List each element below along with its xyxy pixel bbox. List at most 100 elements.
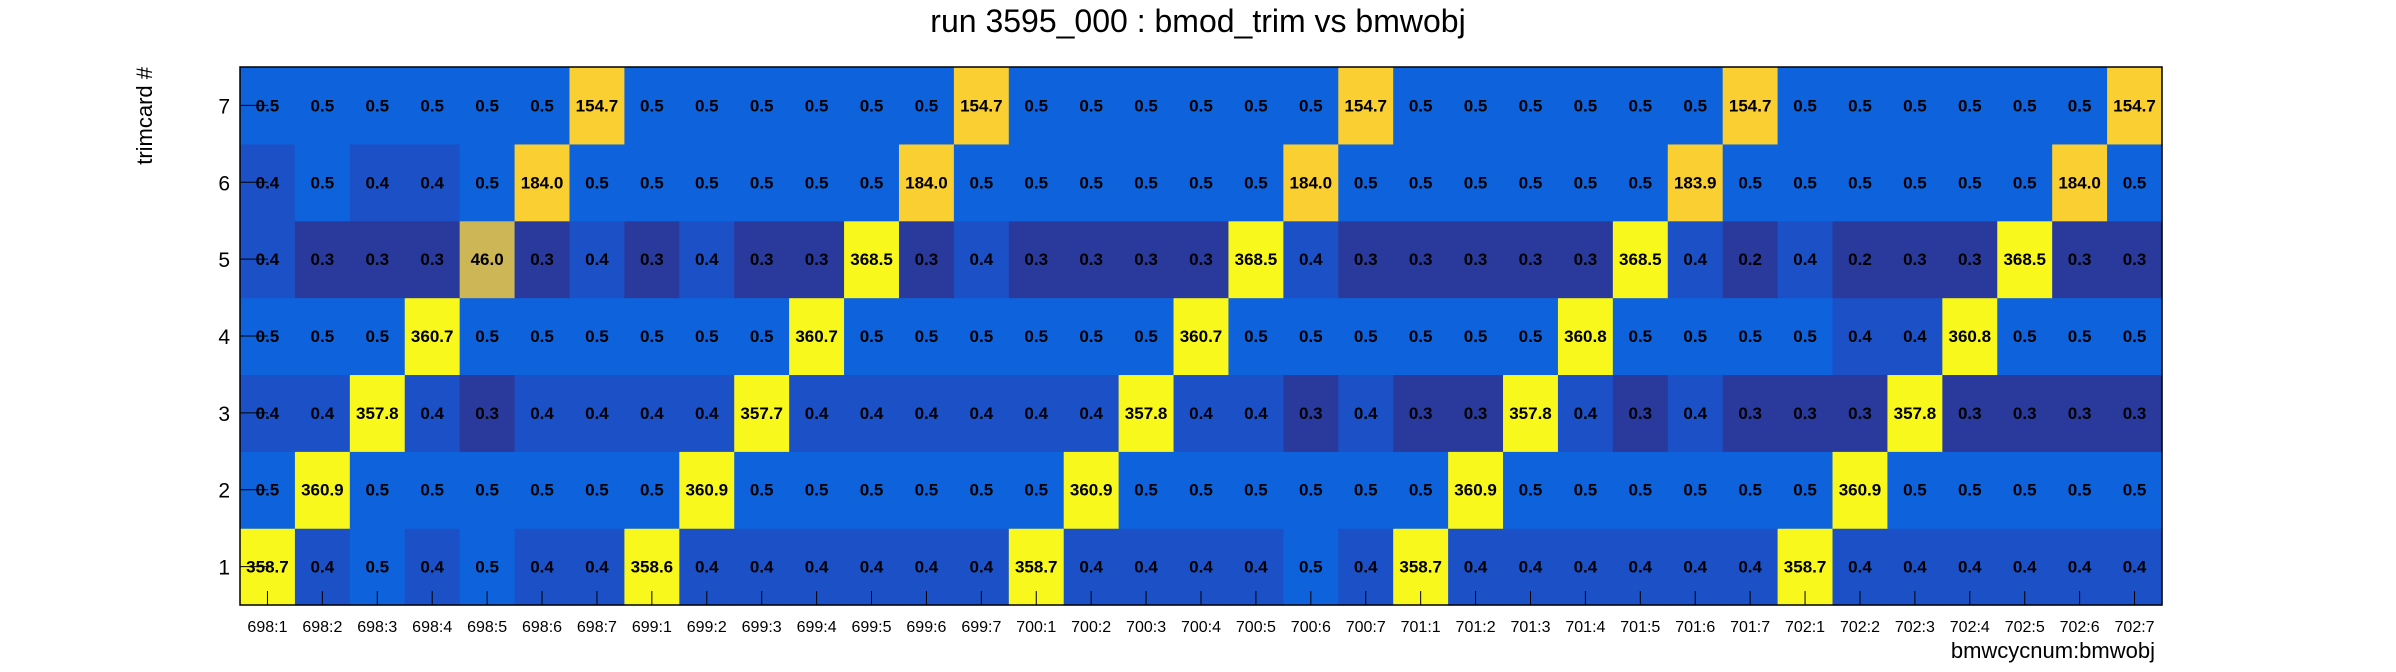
cell-value-label: 0.5 xyxy=(1903,481,1927,500)
cell-value-label: 0.3 xyxy=(475,404,499,423)
cell-value-label: 0.5 xyxy=(1628,96,1652,115)
cell-value-label: 0.5 xyxy=(970,173,994,192)
x-tick-label: 698:1 xyxy=(247,619,287,636)
heatmap-cell xyxy=(624,220,680,299)
x-tick-label: 699:4 xyxy=(797,619,837,636)
cell-value-label: 0.5 xyxy=(1738,481,1762,500)
x-tick-label: 702:3 xyxy=(1895,619,1935,636)
cell-value-label: 0.5 xyxy=(695,96,719,115)
heatmap-cell xyxy=(2052,374,2108,452)
heatmap-cell xyxy=(1118,67,1175,145)
cell-value-label: 0.5 xyxy=(1519,481,1543,500)
heatmap-cell xyxy=(1997,451,2053,529)
cell-value-label: 0.5 xyxy=(640,327,664,346)
cell-value-label: 360.9 xyxy=(1454,481,1497,500)
heatmap-cell xyxy=(1777,451,1834,529)
heatmap-cell xyxy=(1503,297,1559,376)
heatmap-cell xyxy=(1887,451,1943,529)
cell-value-label: 360.9 xyxy=(1839,481,1882,500)
heatmap-cell xyxy=(294,297,351,376)
heatmap-cell xyxy=(1942,220,1998,299)
heatmap-cell xyxy=(1448,297,1504,376)
cell-value-label: 0.3 xyxy=(2123,250,2147,269)
heatmap-cell xyxy=(1887,220,1943,299)
y-axis-ticks: 1 2 3 4 5 6 7 xyxy=(218,95,268,580)
heatmap-cell xyxy=(459,374,516,452)
x-tick-label: 702:5 xyxy=(2005,619,2045,636)
cell-value-label: 0.4 xyxy=(1903,327,1927,346)
cell-value-label: 360.8 xyxy=(1564,327,1607,346)
heatmap-cell xyxy=(844,143,900,222)
cell-value-label: 0.5 xyxy=(530,96,554,115)
heatmap-cell xyxy=(1173,297,1230,376)
cell-value-label: 0.3 xyxy=(1134,250,1158,269)
cell-value-label: 0.5 xyxy=(1189,173,1213,192)
cell-value-label: 154.7 xyxy=(1729,96,1772,115)
heatmap-cell xyxy=(734,374,790,452)
cell-value-label: 0.4 xyxy=(1519,558,1543,577)
heatmap-cell xyxy=(1722,451,1779,529)
heatmap-cell xyxy=(734,297,790,376)
cell-value-label: 0.4 xyxy=(915,404,939,423)
heatmap-cell xyxy=(953,67,1010,145)
heatmap-cell xyxy=(1228,67,1284,145)
cell-value-label: 368.5 xyxy=(1235,250,1278,269)
cell-value-label: 0.5 xyxy=(311,96,335,115)
cell-value-label: 0.5 xyxy=(420,96,444,115)
cell-value-label: 0.5 xyxy=(1079,96,1103,115)
heatmap-cell xyxy=(294,220,351,299)
cell-value-label: 0.5 xyxy=(1848,173,1872,192)
heatmap-cell xyxy=(1228,451,1284,529)
y-tick-label: 5 xyxy=(218,249,230,272)
heatmap-cell xyxy=(404,220,461,299)
cell-value-label: 0.5 xyxy=(750,96,774,115)
heatmap-cell xyxy=(404,67,461,145)
cell-value-label: 0.5 xyxy=(2013,96,2037,115)
cell-value-label: 0.5 xyxy=(695,173,719,192)
heatmap-cell xyxy=(1557,67,1614,145)
cell-value-label: 0.5 xyxy=(860,481,884,500)
heatmap-cell xyxy=(569,67,625,145)
cell-value-label: 0.5 xyxy=(1024,327,1048,346)
cell-value-label: 0.4 xyxy=(860,404,884,423)
heatmap-cell xyxy=(1063,451,1120,529)
x-tick-label: 700:7 xyxy=(1346,619,1386,636)
cell-value-label: 0.5 xyxy=(1464,96,1488,115)
heatmap-cell xyxy=(349,297,406,376)
cell-value-label: 0.5 xyxy=(1848,96,1872,115)
cell-value-label: 0.4 xyxy=(1244,404,1268,423)
heatmap-cell xyxy=(1063,143,1120,222)
x-tick-label: 699:7 xyxy=(961,619,1001,636)
cell-value-label: 0.5 xyxy=(1244,173,1268,192)
heatmap-cell xyxy=(679,451,735,529)
cell-value-label: 0.3 xyxy=(1848,404,1872,423)
heatmap-cell xyxy=(1393,451,1449,529)
heatmap-cell xyxy=(2107,67,2163,145)
cell-value-label: 0.3 xyxy=(805,250,829,269)
cell-value-label: 0.4 xyxy=(2068,558,2092,577)
y-axis-title: trimcard # xyxy=(132,66,157,165)
cell-value-label: 0.4 xyxy=(860,558,884,577)
cell-value-label: 0.4 xyxy=(1079,558,1103,577)
cell-value-label: 0.4 xyxy=(1958,558,1982,577)
heatmap-cell xyxy=(1393,297,1449,376)
heatmap-cell xyxy=(1777,220,1834,299)
heatmap-cell xyxy=(1612,67,1669,145)
heatmap-cell xyxy=(1393,374,1449,452)
cell-value-label: 0.4 xyxy=(420,173,444,192)
cell-value-label: 184.0 xyxy=(905,173,948,192)
cell-value-label: 0.5 xyxy=(1683,481,1707,500)
cell-value-label: 368.5 xyxy=(2003,250,2046,269)
cell-value-label: 0.5 xyxy=(1793,96,1817,115)
heatmap-cell xyxy=(1503,451,1559,529)
cell-value-label: 0.3 xyxy=(1299,404,1323,423)
chart-title: run 3595_000 : bmod_trim vs bmwobj xyxy=(930,3,1465,39)
cell-value-label: 0.3 xyxy=(1958,250,1982,269)
heatmap-cell xyxy=(1118,374,1175,452)
cell-value-label: 0.2 xyxy=(1848,250,1872,269)
heatmap-cell xyxy=(1997,297,2053,376)
heatmap-cell xyxy=(1173,143,1230,222)
cell-value-label: 184.0 xyxy=(1290,173,1333,192)
heatmap-cell xyxy=(569,220,625,299)
x-axis-title: bmwcycnum:bmwobj xyxy=(1951,638,2155,663)
